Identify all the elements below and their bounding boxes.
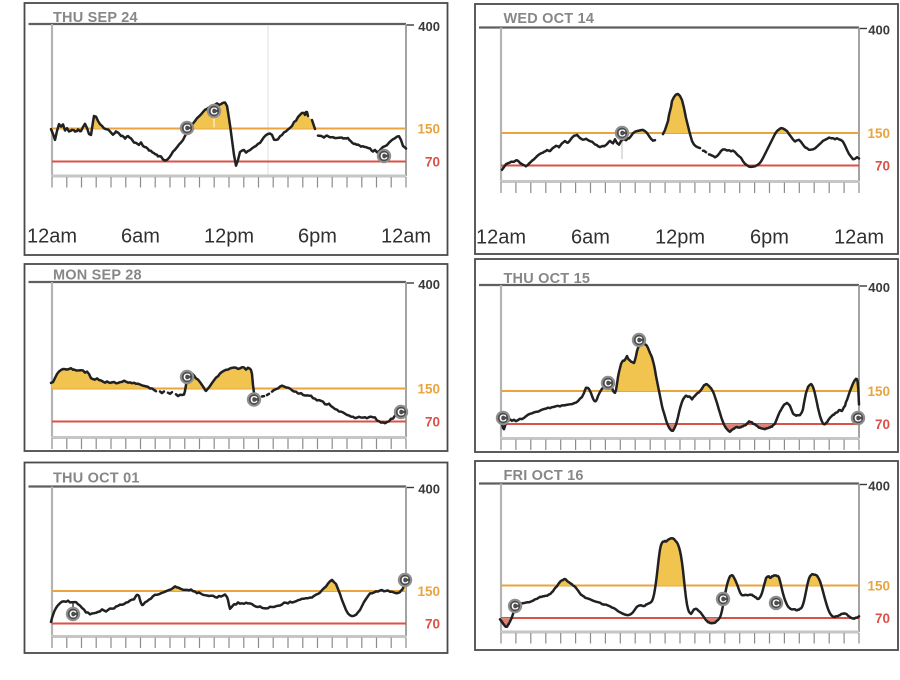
svg-text:FRI OCT 16: FRI OCT 16 xyxy=(504,468,584,484)
svg-text:6pm: 6pm xyxy=(750,227,789,249)
svg-text:70: 70 xyxy=(875,159,890,174)
svg-text:C: C xyxy=(618,128,626,140)
svg-text:400: 400 xyxy=(418,482,440,497)
svg-text:C: C xyxy=(250,394,258,406)
svg-text:6pm: 6pm xyxy=(298,226,337,248)
svg-text:THU SEP 24: THU SEP 24 xyxy=(53,10,138,26)
svg-text:C: C xyxy=(635,335,643,347)
svg-text:C: C xyxy=(210,106,218,118)
svg-text:12am: 12am xyxy=(834,227,884,249)
svg-text:C: C xyxy=(719,594,727,606)
svg-text:C: C xyxy=(499,413,507,425)
svg-text:6am: 6am xyxy=(571,227,610,249)
svg-text:400: 400 xyxy=(868,479,890,494)
svg-text:12pm: 12pm xyxy=(204,226,254,248)
svg-text:C: C xyxy=(183,372,191,384)
svg-text:C: C xyxy=(69,609,77,621)
svg-text:C: C xyxy=(397,407,405,419)
svg-text:400: 400 xyxy=(868,23,890,38)
svg-text:WED OCT 14: WED OCT 14 xyxy=(504,11,595,27)
svg-text:12am: 12am xyxy=(27,226,77,248)
svg-text:400: 400 xyxy=(418,277,440,292)
svg-text:70: 70 xyxy=(425,617,440,632)
svg-text:400: 400 xyxy=(418,19,440,34)
svg-text:C: C xyxy=(772,598,780,610)
svg-text:400: 400 xyxy=(868,280,890,295)
svg-text:70: 70 xyxy=(425,415,440,430)
svg-text:150: 150 xyxy=(867,384,890,399)
svg-text:MON SEP 28: MON SEP 28 xyxy=(53,268,142,284)
svg-text:12am: 12am xyxy=(476,227,526,249)
svg-text:THU OCT 01: THU OCT 01 xyxy=(53,471,140,487)
svg-text:C: C xyxy=(854,413,862,425)
svg-text:150: 150 xyxy=(867,579,890,594)
svg-text:70: 70 xyxy=(875,417,890,432)
svg-text:C: C xyxy=(401,575,409,587)
svg-text:12pm: 12pm xyxy=(655,227,705,249)
svg-text:THU OCT 15: THU OCT 15 xyxy=(504,271,591,287)
svg-text:C: C xyxy=(183,123,191,135)
svg-text:6am: 6am xyxy=(121,226,160,248)
svg-text:70: 70 xyxy=(875,611,890,626)
svg-text:70: 70 xyxy=(425,155,440,170)
svg-text:150: 150 xyxy=(417,584,440,599)
svg-text:C: C xyxy=(511,601,519,613)
svg-text:150: 150 xyxy=(417,382,440,397)
svg-text:C: C xyxy=(380,151,388,163)
svg-text:12am: 12am xyxy=(381,226,431,248)
svg-text:150: 150 xyxy=(417,122,440,137)
svg-text:C: C xyxy=(604,378,612,390)
svg-text:150: 150 xyxy=(867,126,890,141)
